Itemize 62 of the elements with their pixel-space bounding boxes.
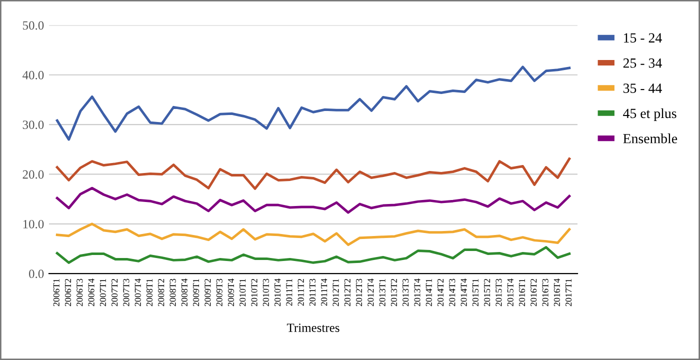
x-tick-label: 2007T3 (123, 278, 130, 306)
legend-label: Ensemble (623, 134, 678, 144)
x-tick-label: 2006T1 (53, 279, 60, 306)
x-tick-label: 2009T1 (193, 279, 200, 306)
x-axis-title: Trimestres (286, 324, 340, 332)
x-tick-label: 2016T2 (530, 278, 537, 306)
x-tick-label: 2009T3 (216, 278, 222, 306)
x-tick-label: 2012T2 (344, 278, 350, 306)
x-tick-label: 2009T2 (204, 278, 211, 306)
legend-label: 45 et plus (623, 108, 676, 121)
x-tick-label: 2008T2 (158, 278, 164, 306)
y-tick-label: 20.0 (22, 170, 44, 179)
x-tick-label: 2008T4 (181, 278, 188, 306)
x-tick-label: 2010T3 (262, 278, 269, 306)
x-tick-label: 2012T3 (356, 278, 362, 306)
line-series (56, 158, 571, 190)
x-tick-label: 2015T1 (472, 279, 478, 306)
x-tick-label: 2012T1 (332, 279, 339, 306)
x-tick-label: 2012T4 (368, 278, 374, 306)
x-tick-label: 2016T1 (518, 279, 526, 306)
x-tick-label: 2013T1 (379, 279, 386, 306)
x-tick-label: 2013T4 (414, 278, 420, 306)
x-tick-label: 2010T1 (240, 279, 246, 306)
legend-label: 35 - 44 (623, 84, 662, 93)
x-tick-label: 2013T3 (402, 278, 409, 306)
line-series (56, 186, 571, 214)
x-tick-label: 2017T1 (566, 279, 572, 306)
y-tick-label: 0.0 (28, 270, 44, 278)
x-tick-label: 2011T4 (321, 278, 328, 306)
x-tick-label: 2010T2 (251, 278, 258, 306)
x-tick-label: 2016T3 (542, 278, 548, 306)
x-tick-label: 2013T2 (390, 278, 397, 306)
y-tick-label: 30.0 (22, 120, 44, 130)
x-tick-label: 2006T3 (76, 278, 83, 306)
y-tick-label: 10.0 (23, 220, 44, 228)
x-tick-label: 2006T4 (88, 278, 94, 306)
line-series (56, 222, 571, 246)
x-tick-label: 2015T4 (507, 278, 514, 306)
x-tick-label: 2006T2 (64, 278, 72, 306)
x-tick-label: 2014T3 (449, 278, 456, 306)
line-series (56, 246, 571, 264)
x-tick-label: 2014T4 (460, 278, 467, 306)
x-tick-label: 2011T3 (309, 278, 316, 306)
x-tick-label: 2015T3 (496, 278, 502, 306)
x-tick-label: 2011T2 (298, 278, 304, 306)
x-tick-label: 2007T1 (100, 279, 106, 306)
x-tick-label: 2015T2 (484, 278, 490, 306)
legend-label: 25 - 34 (623, 58, 662, 68)
y-tick-label: 40.0 (22, 70, 44, 80)
x-tick-label: 2009T4 (228, 278, 234, 306)
x-tick-label: 2010T4 (274, 278, 281, 306)
x-tick-label: 2008T3 (170, 278, 176, 306)
x-tick-label: 2008T1 (146, 279, 153, 306)
x-tick-label: 2007T4 (134, 278, 141, 306)
line-series (56, 66, 571, 141)
x-tick-label: 2011T1 (286, 279, 292, 306)
x-tick-label: 2007T2 (112, 278, 118, 306)
x-tick-label: 2016T4 (554, 278, 560, 306)
legend-label: 15 - 24 (624, 33, 662, 43)
x-tick-label: 2014T1 (426, 279, 432, 306)
x-tick-label: 2014T2 (437, 278, 444, 306)
y-tick-label: 50.0 (22, 21, 44, 30)
